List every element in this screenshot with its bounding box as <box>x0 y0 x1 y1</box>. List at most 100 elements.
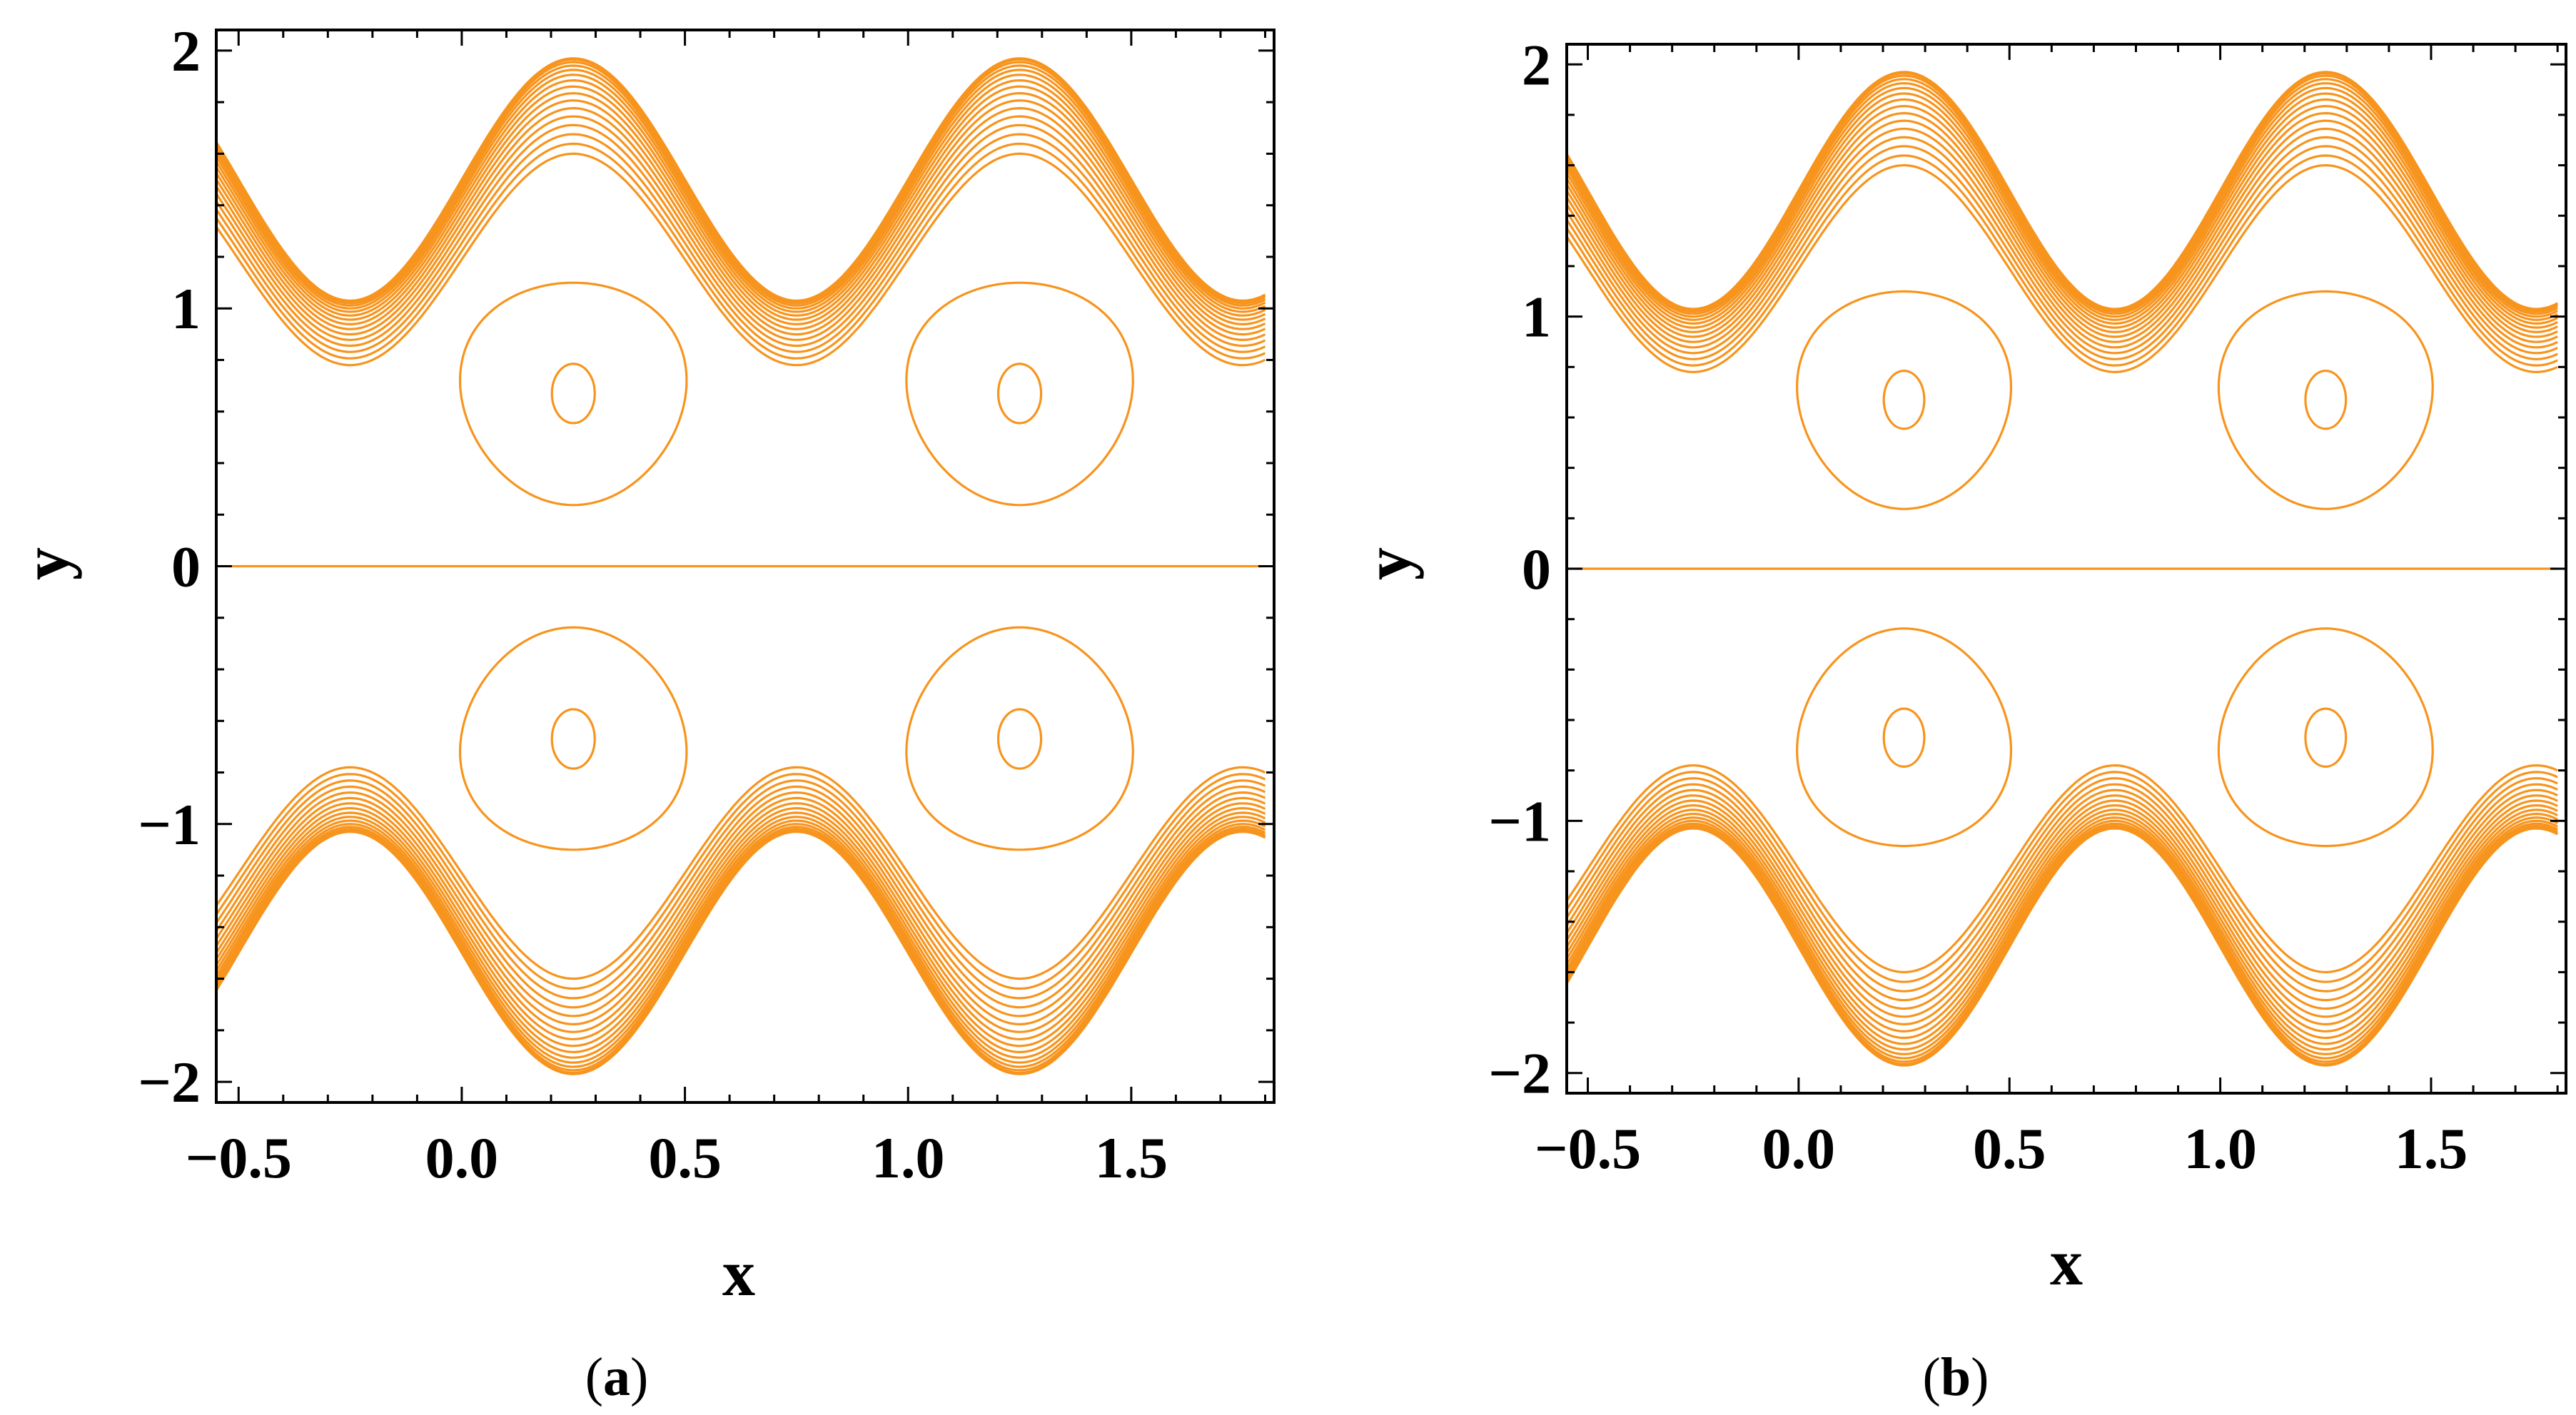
upper-wave-contour <box>1567 112 2558 338</box>
panel-a: −0.5 0.0 0.5 1.0 1.5 −2 −1 0 1 2 x y (a) <box>9 19 1276 1407</box>
upper-wave-contour <box>216 69 1266 310</box>
lower-wave-contour <box>1567 799 2558 1025</box>
lower-wave-contour <box>1567 788 2558 1010</box>
lower-wave-contour <box>216 791 1266 1018</box>
x-tick-label: 0.5 <box>648 1125 722 1190</box>
panel-caption-letter: b <box>1941 1347 1971 1407</box>
lower-wave-contour <box>216 826 1266 1068</box>
x-tick-label: 1.0 <box>872 1125 945 1190</box>
closed-cell-contour <box>905 626 1134 851</box>
x-tick-label: 0.0 <box>1762 1116 1836 1181</box>
upper-wave-contour <box>1567 154 2558 367</box>
upper-wave-contour <box>216 123 1266 348</box>
lower-wave-contour <box>1567 808 2558 1040</box>
upper-wave-contour <box>216 73 1266 313</box>
upper-wave-contour <box>1567 105 2558 333</box>
contour-group <box>216 57 1266 1075</box>
upper-wave-contour <box>1567 136 2558 355</box>
panel-b: −0.5 0.0 0.5 1.0 1.5 −2 −1 0 1 2 x y (b) <box>1351 32 2567 1407</box>
upper-wave-contour <box>1567 127 2558 349</box>
lower-wave-contour <box>216 807 1266 1040</box>
cell-center-contour <box>1882 707 1926 768</box>
y-tick-label: 2 <box>171 19 201 83</box>
x-tick-label: −0.5 <box>1535 1116 1641 1181</box>
upper-wave-contour <box>1567 78 2558 315</box>
cell-center-contour <box>1882 370 1926 430</box>
y-tick-label: −2 <box>1488 1041 1551 1106</box>
upper-wave-contour <box>1567 164 2558 373</box>
upper-wave-contour <box>216 133 1266 353</box>
lower-wave-contour <box>216 829 1266 1075</box>
closed-cell-contour <box>2217 627 2434 848</box>
upper-wave-contour <box>216 92 1266 325</box>
closed-cell-contour <box>459 281 688 507</box>
y-tick-label: 2 <box>1522 32 1551 97</box>
y-tick-label: 1 <box>171 276 201 341</box>
y-tick-label: −1 <box>1488 788 1551 853</box>
lower-wave-contour <box>216 819 1266 1059</box>
closed-cell-contour <box>905 281 1134 507</box>
lower-wave-contour <box>216 823 1266 1064</box>
cell-center-contour <box>2304 707 2348 768</box>
lower-wave-contour <box>1567 816 2558 1051</box>
lower-wave-contour <box>1567 777 2558 993</box>
y-tick-label: 0 <box>171 534 201 599</box>
lower-wave-contour <box>216 785 1266 1009</box>
lower-wave-contour <box>1567 804 2558 1033</box>
closed-cell-contour <box>1796 290 2013 510</box>
cell-center-contour <box>996 708 1043 770</box>
lower-wave-contour <box>1567 813 2558 1045</box>
lower-wave-contour <box>1567 819 2558 1055</box>
upper-wave-contour <box>1567 72 2558 311</box>
upper-wave-contour <box>216 142 1266 360</box>
cell-center-contour <box>2304 370 2348 430</box>
x-tick-label: 1.5 <box>1095 1125 1168 1190</box>
upper-wave-contour <box>1567 92 2558 325</box>
panel-caption: (a) <box>585 1347 649 1407</box>
upper-wave-contour <box>216 64 1266 307</box>
closed-cell-contour <box>1796 627 2013 848</box>
lower-wave-contour <box>216 816 1266 1053</box>
lower-wave-contour <box>1567 783 2558 1002</box>
y-tick-label: 0 <box>1522 537 1551 602</box>
lower-wave-contour <box>216 828 1266 1072</box>
y-tick-label: −1 <box>138 792 201 857</box>
upper-wave-contour <box>1567 82 2558 318</box>
lower-wave-contour <box>216 766 1266 980</box>
x-tick-label: 1.0 <box>2183 1116 2257 1181</box>
lower-wave-contour <box>216 773 1266 990</box>
lower-wave-contour <box>1567 824 2558 1063</box>
upper-wave-contour <box>216 152 1266 367</box>
upper-wave-contour <box>1567 74 2558 313</box>
upper-wave-contour <box>216 85 1266 321</box>
cell-center-contour <box>996 362 1043 425</box>
closed-cell-contour <box>459 626 688 851</box>
x-axis-title: x <box>2050 1226 2083 1299</box>
lower-wave-contour <box>216 802 1266 1033</box>
upper-wave-contour <box>1567 119 2558 343</box>
upper-wave-contour <box>1567 86 2558 321</box>
cell-center-contour <box>550 362 596 425</box>
lower-wave-contour <box>1567 826 2558 1065</box>
lower-wave-contour <box>216 796 1266 1025</box>
closed-cell-contour <box>2217 290 2434 510</box>
lower-wave-contour <box>216 779 1266 1000</box>
lower-wave-contour <box>1567 822 2558 1060</box>
x-axis-title: x <box>722 1237 755 1309</box>
upper-wave-contour <box>216 61 1266 305</box>
panel-caption-letter: a <box>603 1347 630 1407</box>
lower-wave-contour <box>1567 764 2558 973</box>
y-tick-label: 1 <box>1522 285 1551 350</box>
y-tick-label: −2 <box>138 1050 201 1115</box>
upper-wave-contour <box>216 99 1266 330</box>
upper-wave-contour <box>216 58 1266 303</box>
lower-wave-contour <box>1567 771 2558 983</box>
lower-wave-contour <box>216 811 1266 1048</box>
y-axis-title: y <box>1351 547 1424 580</box>
upper-wave-contour <box>1567 98 2558 329</box>
contour-group <box>1567 71 2558 1067</box>
x-tick-label: 1.5 <box>2395 1116 2468 1181</box>
panel-caption: (b) <box>1923 1347 1989 1407</box>
upper-wave-contour <box>216 107 1266 336</box>
